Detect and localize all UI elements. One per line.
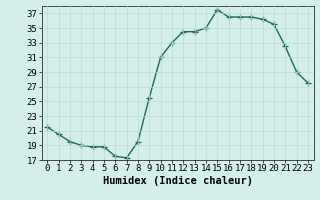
X-axis label: Humidex (Indice chaleur): Humidex (Indice chaleur) [103, 176, 252, 186]
